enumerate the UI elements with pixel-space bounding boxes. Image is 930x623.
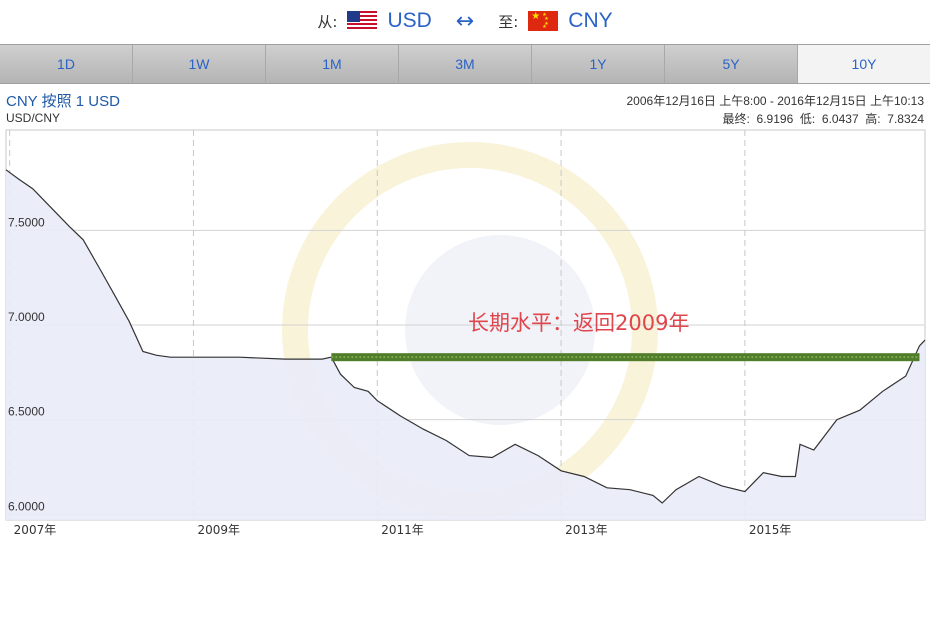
series-line: [5, 169, 926, 504]
y-tick-label: 6.0000: [8, 499, 45, 513]
swap-arrows-icon[interactable]: ↔: [455, 8, 475, 34]
time-range-tabs: 1D 1W 1M 3M 1Y 5Y 10Y: [0, 44, 930, 84]
x-tick-label: 2009年: [197, 523, 240, 537]
y-tick-label: 7.5000: [8, 215, 45, 229]
from-currency-button[interactable]: USD: [387, 9, 432, 32]
currency-pair: USD/CNY: [6, 111, 61, 125]
x-tick-label: 2015年: [749, 523, 792, 537]
x-tick-label: 2007年: [14, 523, 57, 537]
y-tick-label: 6.5000: [8, 405, 45, 419]
x-tick-label: 2013年: [565, 523, 608, 537]
annotation-text: 长期水平：返回2009年: [468, 311, 690, 335]
price-stats: 最终: 6.9196 低: 6.0437 高: 7.8324: [722, 112, 924, 126]
china-flag-icon[interactable]: ★ ★ ★ ★ ★: [528, 11, 559, 31]
watermark-logo-inner: [405, 235, 595, 425]
tab-1m[interactable]: 1M: [266, 45, 399, 83]
level-line: [331, 353, 920, 362]
tab-1w[interactable]: 1W: [133, 45, 266, 83]
y-tick-label: 7.0000: [8, 310, 45, 324]
to-label: 至:: [498, 12, 519, 31]
us-flag-icon[interactable]: [347, 11, 378, 31]
tab-1y[interactable]: 1Y: [532, 45, 665, 83]
tab-1d[interactable]: 1D: [0, 45, 133, 83]
x-tick-label: 2011年: [381, 523, 424, 537]
tab-3m[interactable]: 3M: [399, 45, 532, 83]
date-range: 2006年12月16日 上午8:00 - 2016年12月15日 上午10:13: [626, 94, 925, 108]
tab-10y[interactable]: 10Y: [798, 45, 930, 83]
from-label: 从:: [317, 12, 338, 31]
currency-selector: 从: USD ↔ 至: ★ ★ ★ ★ ★ CNY: [0, 0, 930, 42]
tab-5y[interactable]: 5Y: [665, 45, 798, 83]
chart-title: CNY 按照 1 USD: [6, 93, 120, 110]
series-area: [6, 169, 925, 521]
to-currency-button[interactable]: CNY: [568, 9, 613, 32]
